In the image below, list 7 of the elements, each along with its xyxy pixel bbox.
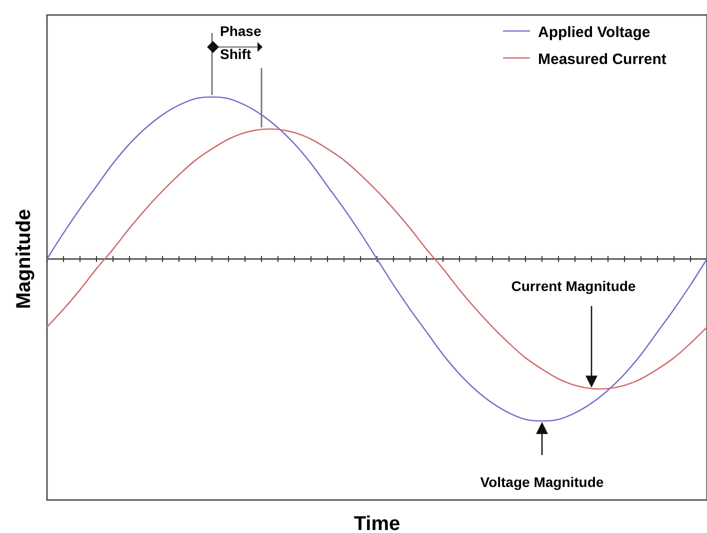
annotation: Current Magnitude [511,278,636,294]
text: Voltage Magnitude [480,474,604,490]
legend-label: Applied Voltage [538,24,650,41]
legend-label: Measured Current [538,51,666,68]
x-axis-title: Time [354,513,400,533]
text: Phase Shift [220,23,262,62]
y-axis-title: Magnitude [13,209,35,309]
